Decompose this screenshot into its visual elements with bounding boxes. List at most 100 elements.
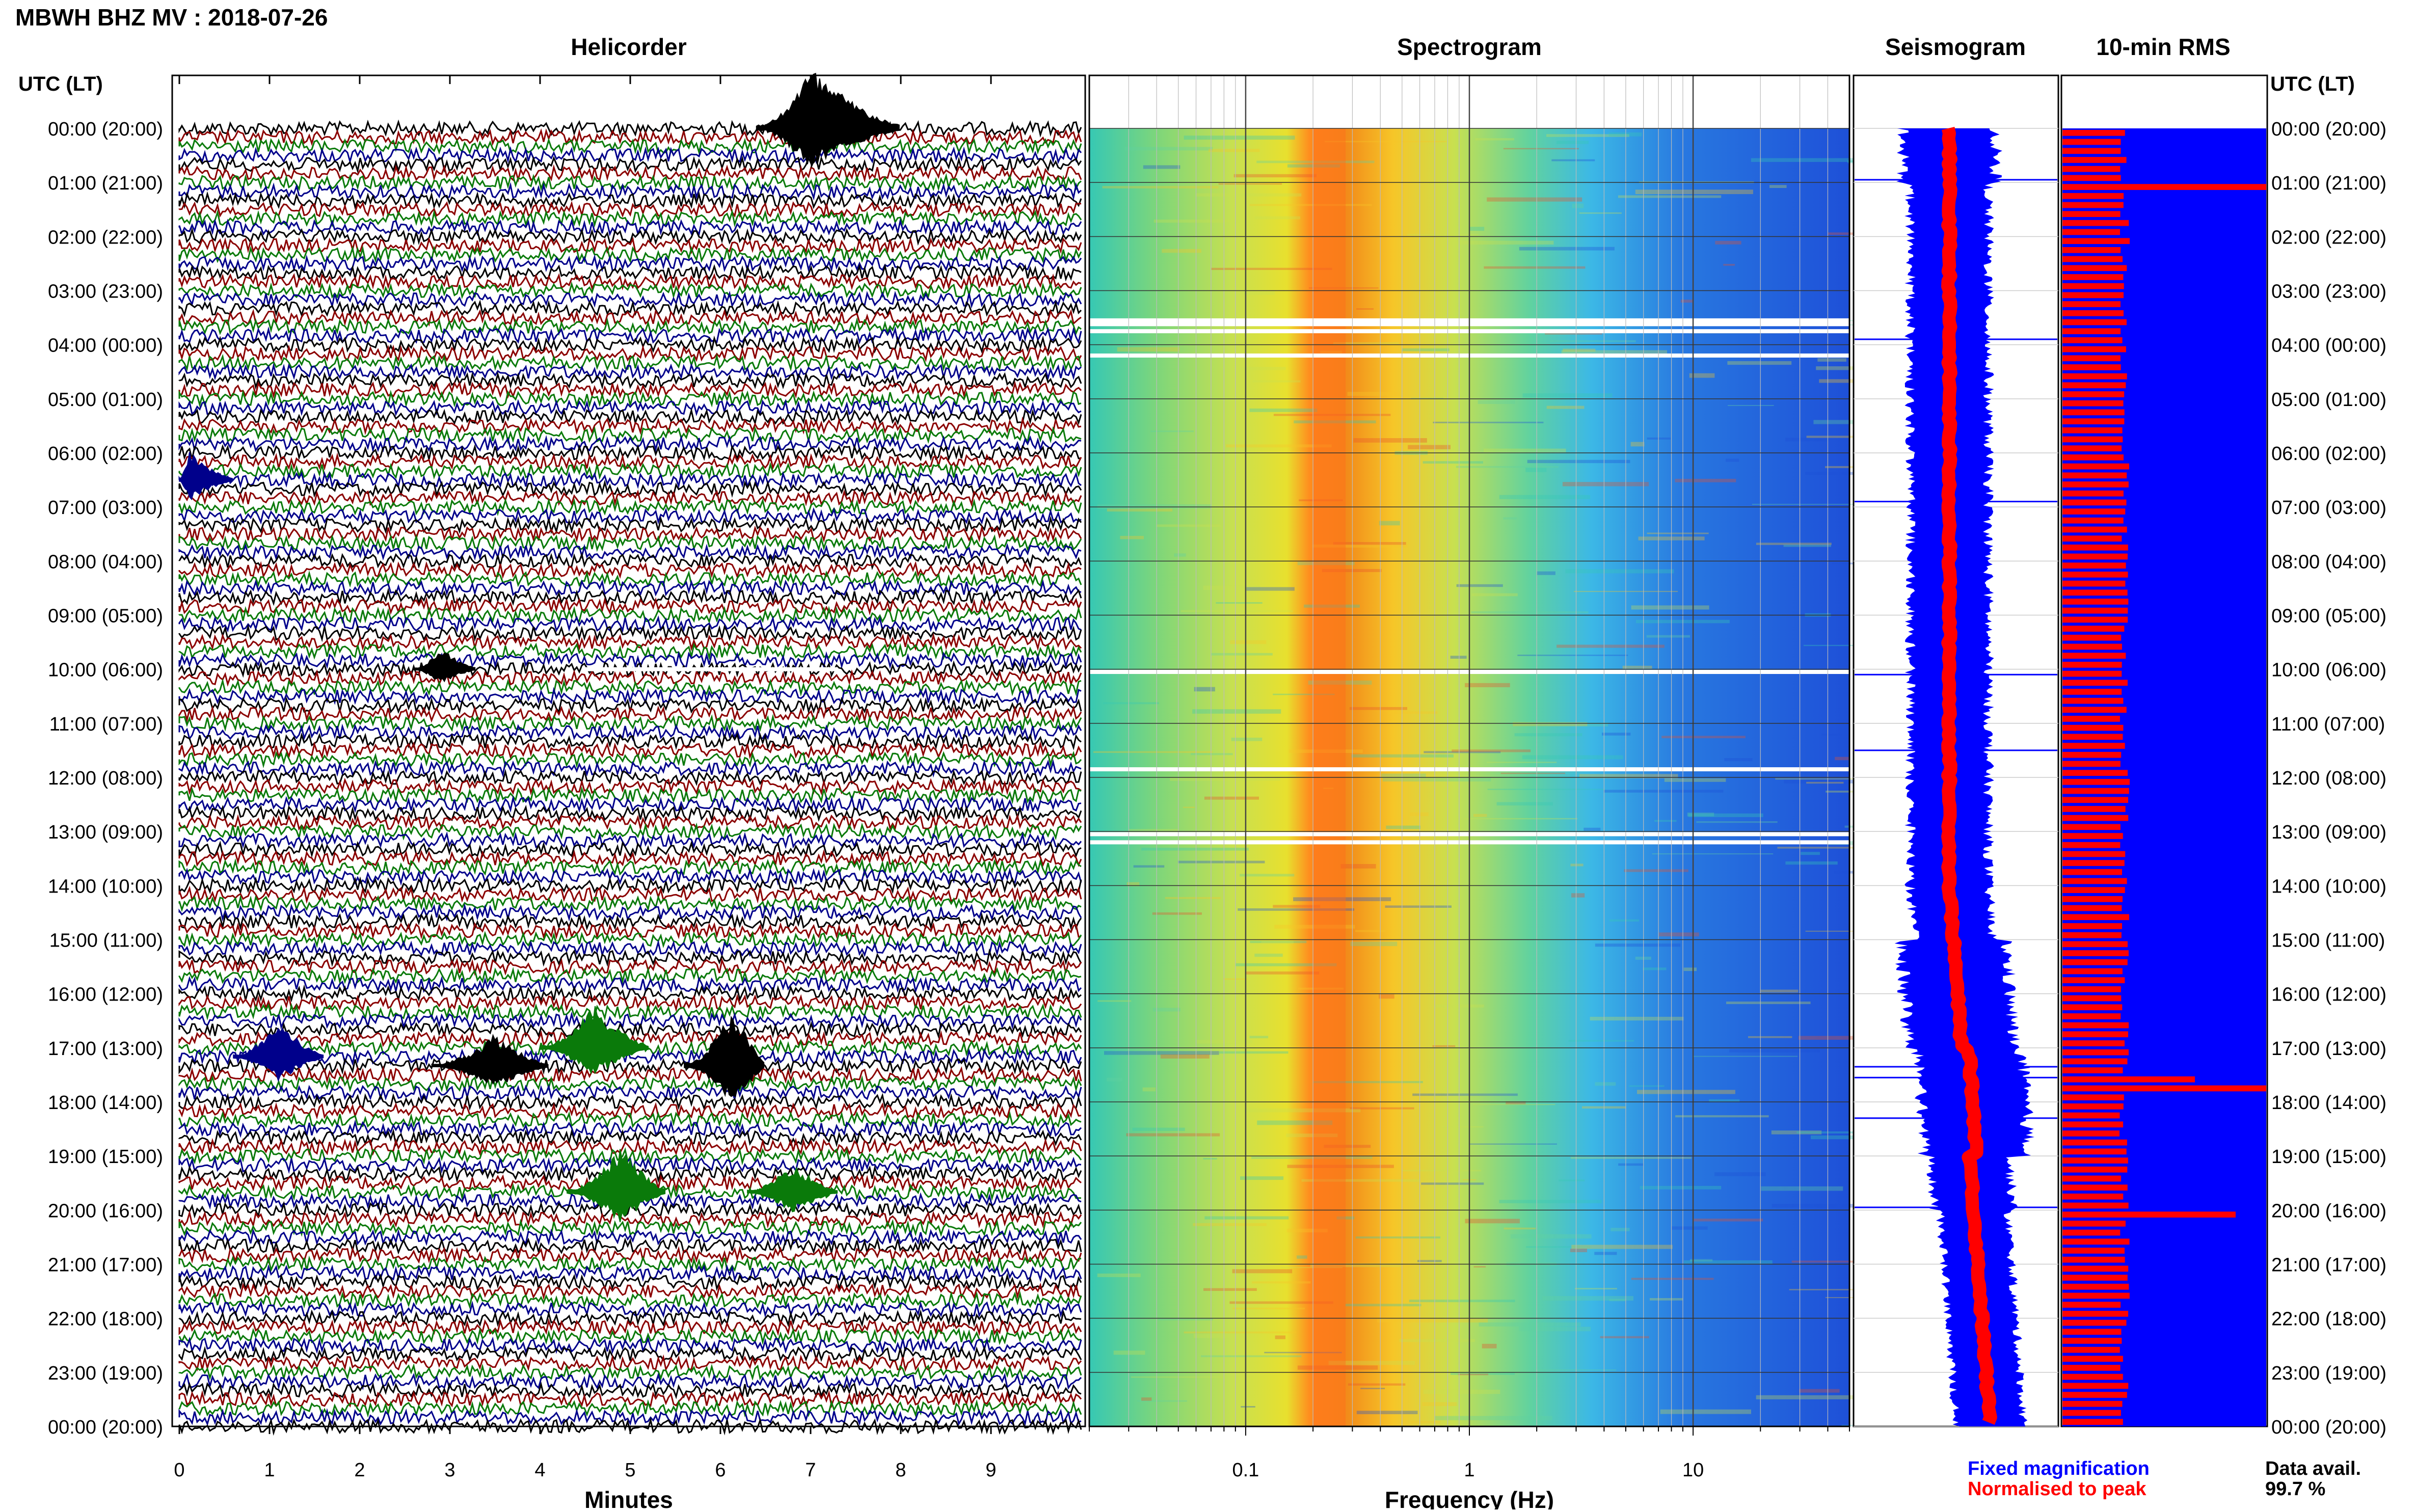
spectrogram-streak xyxy=(1503,517,1517,520)
helicorder-trace xyxy=(178,705,1082,724)
helicorder-trace xyxy=(178,948,1082,967)
rms-bar xyxy=(2062,653,2126,659)
rms-bar xyxy=(2062,896,2123,902)
helicorder-xtick-label: 2 xyxy=(354,1460,365,1481)
helicorder-event xyxy=(756,72,900,169)
helicorder-trace xyxy=(178,290,1082,309)
helicorder-trace xyxy=(178,1417,1082,1436)
spectrogram-streak xyxy=(1724,758,1753,762)
rms-bar xyxy=(2062,1139,2127,1146)
spectrogram-streak xyxy=(1191,753,1233,755)
rms-bar xyxy=(2062,148,2121,154)
spectrogram-streak xyxy=(1301,1179,1420,1182)
spectrogram-streak xyxy=(1132,1127,1185,1131)
spectrogram-streak xyxy=(1464,818,1577,820)
spectrogram-streak xyxy=(1570,1249,1587,1252)
spectrogram-streak xyxy=(1348,1383,1406,1386)
spectrogram-streak xyxy=(1386,825,1421,829)
rms-bar xyxy=(2062,220,2129,226)
rms-bar xyxy=(2062,517,2124,524)
spectrogram-streak xyxy=(1257,1120,1333,1125)
spectrogram-streak xyxy=(1803,644,1901,646)
spectrogram-streak xyxy=(1230,640,1267,644)
rms-bar xyxy=(2062,1121,2124,1128)
helicorder-trace xyxy=(178,425,1082,445)
helicorder-trace xyxy=(178,281,1082,300)
spectrogram-streak xyxy=(1688,813,1763,817)
helicorder-trace xyxy=(178,444,1082,463)
helicorder-trace xyxy=(178,335,1082,354)
helicorder-trace xyxy=(178,182,1082,201)
rms-bar xyxy=(2062,256,2123,262)
spectrogram-streak xyxy=(1150,430,1194,433)
helicorder-trace xyxy=(178,1318,1082,1336)
spectrogram-streak xyxy=(1194,687,1215,692)
rms-bar xyxy=(2062,779,2130,785)
helicorder-trace xyxy=(178,1273,1082,1291)
rms-bar xyxy=(2062,905,2122,911)
helicorder-trace xyxy=(178,1201,1082,1219)
time-label-left: 20:00 (16:00) xyxy=(48,1200,163,1222)
spectrogram-streak xyxy=(1471,611,1589,613)
helicorder-trace xyxy=(178,462,1082,480)
rms-bar xyxy=(2062,1031,2128,1038)
rms-bar xyxy=(2062,1040,2125,1046)
spectrogram-streak xyxy=(1469,1143,1557,1145)
spectrogram-streak xyxy=(1726,458,1739,462)
spectrogram-streak xyxy=(1323,788,1334,789)
spectrogram-streak xyxy=(1637,1090,1735,1094)
helicorder-trace xyxy=(178,408,1082,426)
spectrogram-streak xyxy=(1483,448,1566,453)
spectrogram-streak xyxy=(1107,508,1173,512)
time-label-left: 19:00 (15:00) xyxy=(48,1146,163,1168)
rms-bar xyxy=(2062,1373,2123,1380)
time-label-left: 00:00 (20:00) xyxy=(48,119,163,140)
rms-bar xyxy=(2062,1238,2130,1245)
spectrogram-streak xyxy=(1572,203,1584,208)
helicorder-trace xyxy=(178,660,1082,679)
helicorder-trace xyxy=(178,381,1082,399)
helicorder-trace xyxy=(178,191,1082,210)
spectrogram-streak xyxy=(1510,1234,1592,1239)
spectrogram-streak xyxy=(1531,1369,1617,1371)
rms-bar xyxy=(2062,1004,2123,1011)
helicorder-trace xyxy=(178,128,1082,146)
spectrogram-streak xyxy=(1251,1156,1373,1159)
spectrogram-streak xyxy=(1407,234,1479,236)
spectrogram-streak xyxy=(1478,400,1515,404)
spectrogram-streak xyxy=(1752,504,1867,505)
helicorder-trace xyxy=(178,164,1082,183)
rms-bar xyxy=(2062,1356,2123,1362)
spectrogram-streak xyxy=(1646,635,1691,638)
legend-fixed-magnification: Fixed magnification xyxy=(1968,1458,2150,1479)
spectrogram-streak xyxy=(1672,1226,1708,1230)
spectrogram-streak xyxy=(1513,722,1588,726)
helicorder-trace xyxy=(178,236,1082,255)
spectrogram-streak xyxy=(1353,438,1427,443)
spectrogram-streak xyxy=(1683,1260,1773,1264)
rms-bar xyxy=(2062,1076,2195,1083)
spectrogram-streak xyxy=(1347,392,1400,396)
spectrogram-streak xyxy=(1273,693,1335,695)
spectrogram-streak xyxy=(1482,1343,1497,1348)
spectrogram-streak xyxy=(1238,908,1354,911)
spectrogram-streak xyxy=(1452,749,1531,752)
spectrogram-streak xyxy=(1141,1397,1152,1401)
spectrogram-streak xyxy=(1249,408,1318,412)
rms-panel xyxy=(2060,74,2268,1427)
spectrogram-streak xyxy=(1835,757,1849,761)
spectrogram-streak xyxy=(1286,1133,1338,1138)
rms-title: 10-min RMS xyxy=(2096,34,2230,60)
rms-bar xyxy=(2062,1283,2129,1290)
helicorder-x-axis: 0 1 2 3 4 5 6 7 8 9 xyxy=(174,75,997,1481)
time-label-left: 09:00 (05:00) xyxy=(48,606,163,627)
spectrogram-streak xyxy=(1333,542,1406,545)
helicorder-trace xyxy=(178,1128,1082,1148)
rms-bar xyxy=(2062,508,2126,515)
spectrogram-streak xyxy=(1433,421,1544,423)
spectrogram-streak xyxy=(1289,749,1363,753)
helicorder-trace xyxy=(178,633,1082,652)
spectrogram-streak xyxy=(1126,1133,1220,1137)
rms-bar xyxy=(2062,364,2121,370)
helicorder-trace xyxy=(178,642,1082,661)
